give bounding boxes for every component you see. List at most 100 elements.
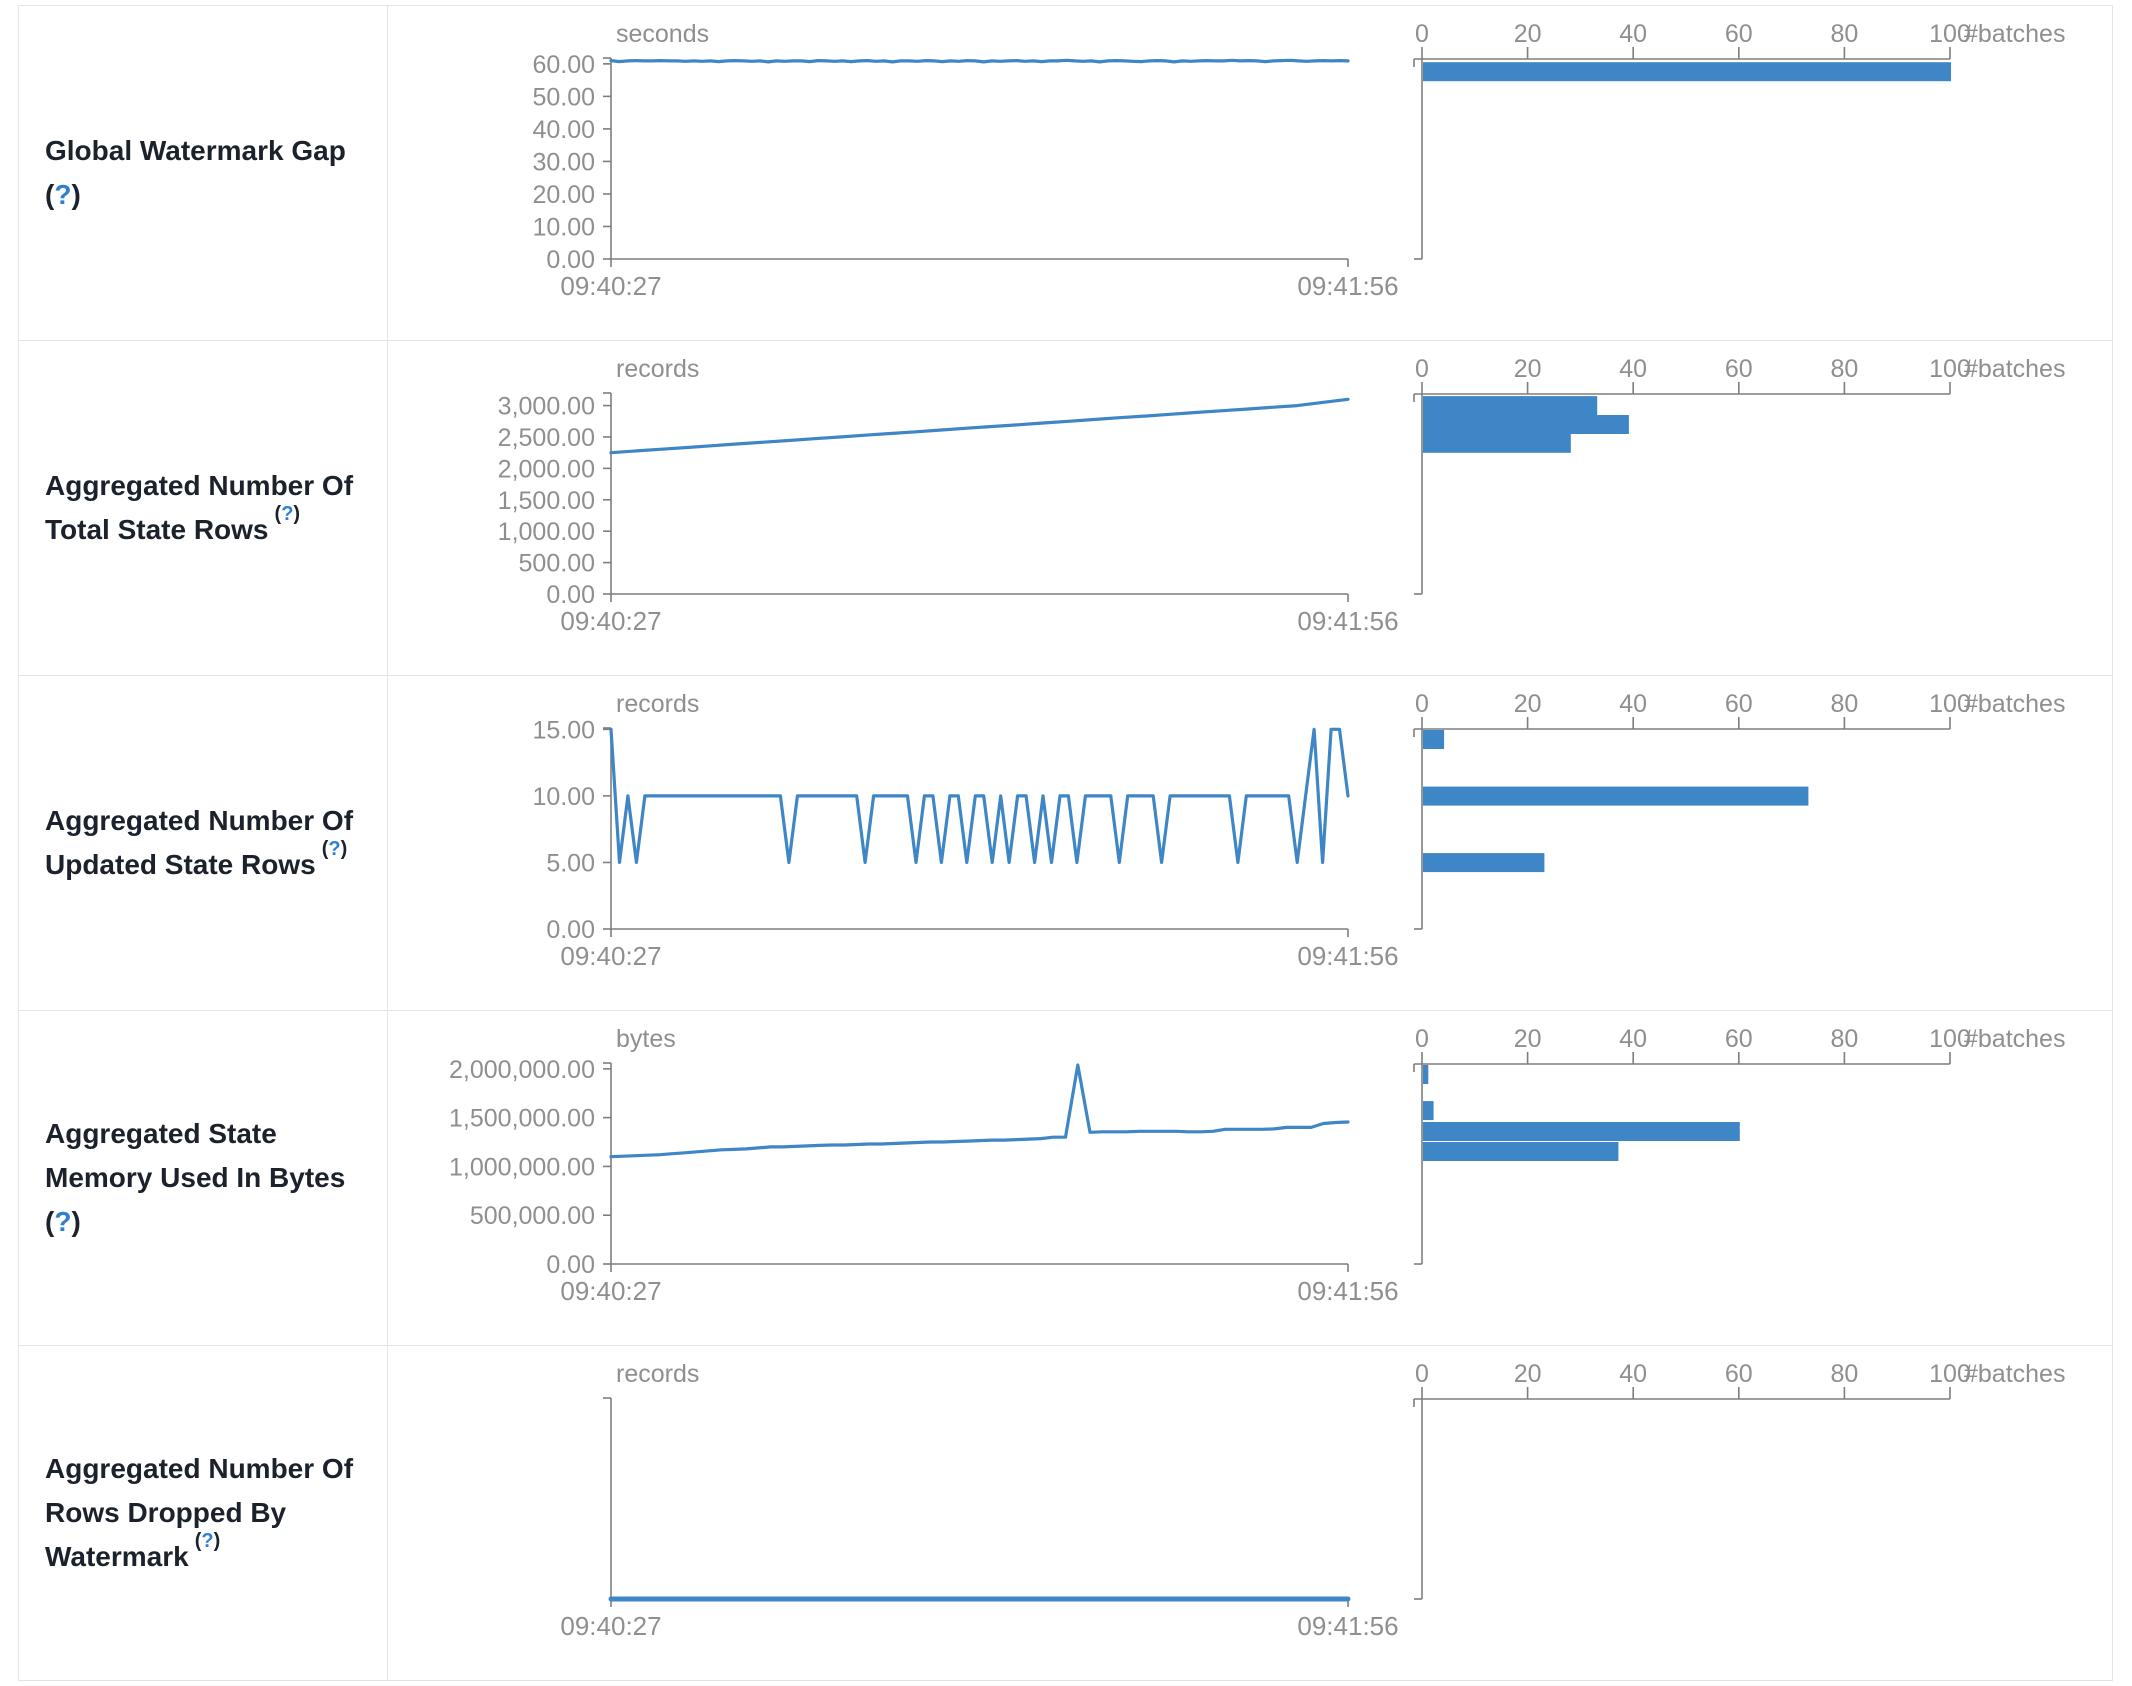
- help-link-wrap: (?): [275, 503, 301, 525]
- timeline-series: [609, 397, 1350, 455]
- row-charts: 0.00 500.00 1,000.00 1,500.00 2,000.00 2,500.…: [498, 355, 2066, 636]
- timeline-y-tick-label: 3,000.00: [498, 393, 595, 421]
- timeline-unit-label: records: [616, 355, 699, 383]
- histogram-bar: [1423, 1065, 1429, 1084]
- histogram-x-tick-label: 20: [1514, 690, 1542, 718]
- metric-row: Global Watermark Gap (?) 0.00 10.00 20.00 30.…: [19, 6, 2112, 341]
- help-link[interactable]: ?: [281, 502, 294, 525]
- help-link-wrap: (?): [195, 1530, 221, 1552]
- time-label-start: 09:40:27: [560, 1276, 661, 1306]
- help-paren-close: ): [71, 179, 81, 210]
- histogram-x-tick-label: 100: [1929, 20, 1971, 48]
- histogram-x-tick-label: 20: [1514, 355, 1542, 383]
- time-label-end: 09:41:56: [1297, 271, 1398, 301]
- timeline-y-tick-label: 60.00: [532, 51, 595, 79]
- help-link[interactable]: ?: [328, 837, 341, 860]
- metric-label: Aggregated Number Of Updated State Rows(?…: [45, 799, 353, 887]
- timeline-y-tick-label: 2,000.00: [498, 455, 595, 483]
- histogram-x-tick-label: 0: [1415, 20, 1429, 48]
- timeline-series: [609, 1063, 1350, 1159]
- histogram-x-tick-label: 40: [1619, 20, 1647, 48]
- histogram-x-tick-label: 0: [1415, 1025, 1429, 1053]
- metric-label-cell: Aggregated Number Of Total State Rows(?): [19, 341, 388, 675]
- histogram-x-tick-label: 0: [1415, 355, 1429, 383]
- histogram-bar: [1423, 1101, 1434, 1121]
- metric-label-cell: Aggregated Number Of Rows Dropped By Water…: [19, 1346, 388, 1680]
- histogram-bar: [1423, 415, 1629, 434]
- timeline-y-tick-label: 5.00: [546, 849, 595, 877]
- metric-label-cell: Aggregated Number Of Updated State Rows(?…: [19, 676, 388, 1010]
- histogram-bar: [1423, 730, 1445, 749]
- metric-label-line: Aggregated Number Of: [45, 805, 354, 836]
- histogram-x-tick-label: 80: [1830, 1025, 1858, 1053]
- histogram-x-tick-label: 80: [1830, 1360, 1858, 1388]
- time-label-end: 09:41:56: [1297, 606, 1398, 636]
- timeline-unit-label: seconds: [616, 20, 709, 48]
- charts-cell: 0.00 500,000.00 1,000,000.00 1,500,000.00 2,…: [388, 1011, 2112, 1345]
- timeline-y-tick-label: 1,000.00: [498, 518, 595, 546]
- help-paren-open: (: [45, 179, 55, 210]
- timeline-unit-label: bytes: [616, 1025, 676, 1053]
- timeline-y-tick-label: 2,500.00: [498, 424, 595, 452]
- timeline-y-tick-label: 40.00: [532, 116, 595, 144]
- metric-label-line: Global Watermark Gap: [45, 135, 346, 166]
- timeline-y-tick-label: 1,000,000.00: [449, 1153, 595, 1181]
- charts-cell: 0.00 5.00 10.00 15.00 records 0 20 40 60 80 100 #ba…: [388, 676, 2112, 1010]
- help-paren-open: (: [45, 1206, 55, 1237]
- metric-label-line: Updated State Rows(?): [45, 837, 348, 880]
- help-link-wrap: (?): [45, 179, 81, 210]
- timeline-y-tick-label: 2,000,000.00: [449, 1056, 595, 1084]
- time-label-start: 09:40:27: [560, 1611, 661, 1641]
- histogram-x-tick-label: 100: [1929, 1360, 1971, 1388]
- row-charts: records 0 20 40 60 80 100#batches 09:40:27 09:41…: [560, 1360, 2065, 1641]
- help-paren-close: ): [340, 837, 348, 860]
- timeline-y-tick-label: 15.00: [532, 716, 595, 744]
- timeline-series: [609, 58, 1350, 64]
- metric-row: Aggregated Number Of Updated State Rows(?…: [19, 676, 2112, 1011]
- histogram-x-tick-label: 40: [1619, 1360, 1647, 1388]
- histogram-x-tick-label: 0: [1415, 690, 1429, 718]
- streaming-metrics-table: Global Watermark Gap (?) 0.00 10.00 20.00 30.…: [18, 5, 2113, 1681]
- histogram-unit-label: #batches: [1964, 1360, 2065, 1388]
- metric-label-cell: Global Watermark Gap (?): [19, 6, 388, 340]
- metric-label-line: Aggregated Number Of: [45, 470, 354, 501]
- histogram-x-tick-label: 60: [1725, 20, 1753, 48]
- time-label-start: 09:40:27: [560, 941, 661, 971]
- help-link[interactable]: ?: [54, 179, 72, 210]
- help-link[interactable]: ?: [201, 1529, 214, 1552]
- histogram-x-tick-label: 0: [1415, 1360, 1429, 1388]
- time-label-end: 09:41:56: [1297, 941, 1398, 971]
- time-label-start: 09:40:27: [560, 606, 661, 636]
- timeline-y-tick-label: 0.00: [546, 246, 595, 274]
- help-paren-close: ): [213, 1529, 221, 1552]
- help-link[interactable]: ?: [54, 1206, 72, 1237]
- metric-label: Aggregated Number Of Rows Dropped By Water…: [45, 1447, 353, 1579]
- histogram-bar: [1423, 1142, 1619, 1161]
- histogram-x-tick-label: 20: [1514, 1025, 1542, 1053]
- row-charts: 0.00 5.00 10.00 15.00 records 0 20 40 60 80 100#ba…: [532, 690, 2065, 971]
- histogram-bar: [1423, 62, 1951, 82]
- histogram-bar: [1423, 853, 1545, 873]
- histogram-x-tick-label: 40: [1619, 355, 1647, 383]
- timeline-y-tick-label: 1,500,000.00: [449, 1105, 595, 1133]
- histogram-x-tick-label: 60: [1725, 690, 1753, 718]
- row-charts: 0.00 10.00 20.00 30.00 40.00 50.00 60.00 second…: [532, 20, 2065, 301]
- histogram-unit-label: #batches: [1964, 355, 2065, 383]
- metric-label-line: Total State Rows(?): [45, 502, 301, 545]
- timeline-y-tick-label: 20.00: [532, 181, 595, 209]
- row-charts: 0.00 500,000.00 1,000,000.00 1,500,000.00 2,…: [449, 1025, 2065, 1306]
- time-label-end: 09:41:56: [1297, 1276, 1398, 1306]
- help-link-wrap: (?): [45, 1206, 81, 1237]
- timeline-y-tick-label: 10.00: [532, 213, 595, 241]
- help-paren-close: ): [293, 502, 301, 525]
- metric-row: Aggregated State Memory Used In Bytes (?) 0…: [19, 1011, 2112, 1346]
- metric-label-line: Memory Used In Bytes: [45, 1162, 346, 1193]
- timeline-y-tick-label: 0.00: [546, 1251, 595, 1279]
- histogram-x-tick-label: 60: [1725, 1360, 1753, 1388]
- metric-label-line: Watermark(?): [45, 1529, 221, 1572]
- histogram-x-tick-label: 80: [1830, 690, 1858, 718]
- histogram-unit-label: #batches: [1964, 690, 2065, 718]
- timeline-series: [609, 727, 1350, 864]
- metric-help-line: (?): [45, 173, 346, 217]
- timeline-y-tick-label: 1,500.00: [498, 487, 595, 515]
